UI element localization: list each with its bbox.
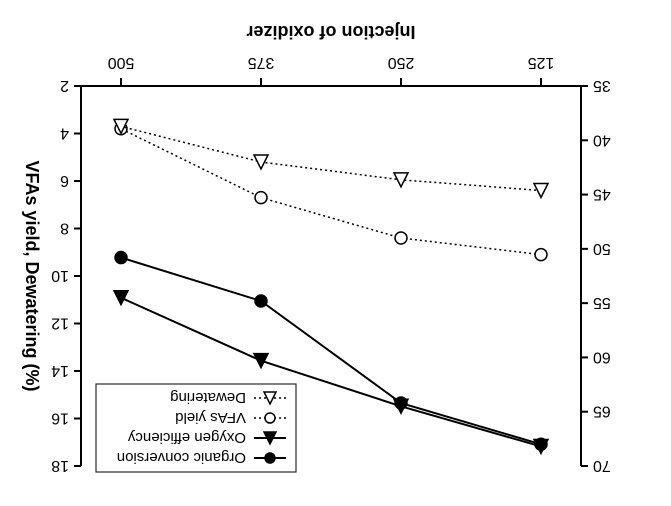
left-tick-label: 45 — [593, 186, 611, 203]
legend-label-oxygen-efficiency: Oxygen efficiency — [127, 429, 246, 446]
right-tick-label: 14 — [51, 362, 69, 379]
marker-circle-filled — [255, 295, 267, 307]
left-tick-label: 65 — [593, 403, 611, 420]
marker-circle-open — [265, 413, 275, 423]
chart-svg: 35 40 45 50 55 60 65 70 2 4 6 8 10 12 14 16 18 VFAs yield… — [0, 0, 671, 506]
x-tick-label: 500 — [108, 54, 135, 71]
marker-circle-open — [535, 249, 547, 261]
left-tick-label: 50 — [593, 240, 611, 257]
marker-triangle-filled — [114, 291, 128, 305]
marker-circle-filled — [265, 453, 275, 463]
right-tick-label: 18 — [51, 457, 69, 474]
marker-circle-open — [395, 232, 407, 244]
marker-circle-open — [255, 192, 267, 204]
x-axis-title: Injection of oxidizer — [246, 22, 415, 42]
x-tick-label: 125 — [528, 54, 555, 71]
right-tick-label: 16 — [51, 410, 69, 427]
left-tick-label: 40 — [593, 131, 611, 148]
series-line-dewatering — [121, 126, 541, 190]
right-tick-label: 4 — [60, 125, 69, 142]
series-line-vfas-yield — [121, 129, 541, 255]
right-tick-label: 12 — [51, 315, 69, 332]
right-tick-label: 10 — [51, 267, 69, 284]
marker-triangle-filled — [254, 354, 268, 368]
legend-label-organic-conversion: Organic conversion — [117, 449, 246, 466]
marker-circle-filled — [115, 252, 127, 264]
legend-label-vfas-yield: VFAs yield — [175, 409, 246, 426]
left-tick-label: 70 — [593, 457, 611, 474]
x-tick-label: 250 — [388, 54, 415, 71]
legend-label-dewatering: Dewatering — [170, 389, 246, 406]
chart-stage: 35 40 45 50 55 60 65 70 2 4 6 8 10 12 14 16 18 VFAs yield… — [0, 0, 671, 506]
left-tick-label: 60 — [593, 348, 611, 365]
left-tick-label: 55 — [593, 294, 611, 311]
x-tick-label: 375 — [248, 54, 275, 71]
right-tick-label: 6 — [60, 172, 69, 189]
right-tick-label: 8 — [60, 220, 69, 237]
right-axis-title: VFAs yield, Dewatering (%) — [22, 160, 42, 391]
right-tick-label: 2 — [60, 77, 69, 94]
marker-triangle-open — [534, 184, 548, 198]
left-tick-label: 35 — [593, 77, 611, 94]
